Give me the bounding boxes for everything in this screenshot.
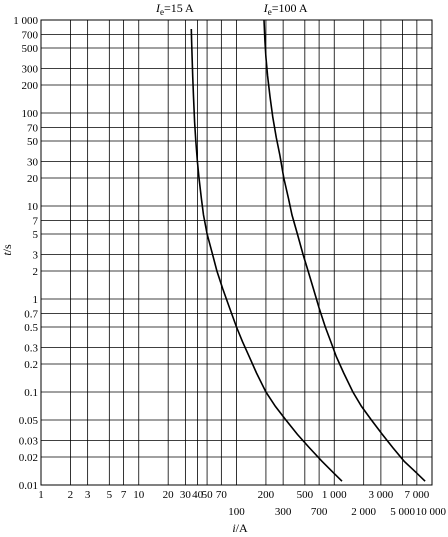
y-tick-label: 0.2	[24, 359, 38, 371]
y-tick-label: 3	[33, 250, 39, 262]
y-tick-label: 1	[33, 294, 39, 306]
x-tick-label: 200	[258, 489, 275, 501]
y-tick-label: 100	[22, 108, 39, 120]
x-tick-label: 3	[85, 489, 91, 501]
y-tick-label: 0.5	[24, 322, 38, 334]
y-tick-label: 0.03	[19, 436, 39, 448]
x-tick-label: 700	[311, 506, 328, 518]
x-tick-label: 3 000	[369, 489, 394, 501]
y-tick-label: 1 000	[13, 15, 38, 27]
y-tick-label: 7	[33, 215, 39, 227]
x-tick-label: 5 000	[390, 506, 415, 518]
series-group	[190, 19, 426, 482]
y-tick-label: 700	[22, 29, 39, 41]
y-tick-label: 50	[27, 136, 39, 148]
grid	[40, 19, 433, 486]
y-tick-label: 0.05	[19, 415, 39, 427]
x-tick-label: 40	[192, 489, 204, 501]
series-label-1: Ie=15 A	[155, 1, 194, 17]
y-tick-label: 0.3	[24, 343, 38, 355]
y-tick-label: 70	[27, 122, 39, 134]
y-tick-label: 0.7	[24, 308, 38, 320]
x-tick-label: 1 000	[322, 489, 347, 501]
x-tick-label: 10 000	[416, 506, 447, 518]
series-line-2	[263, 19, 426, 482]
y-tick-label: 30	[27, 157, 39, 169]
y-tick-label: 200	[22, 80, 39, 92]
x-tick-label: 300	[275, 506, 292, 518]
series-labels: Ie=15 A Ie=100 A	[155, 1, 308, 17]
x-tick-label: 2	[68, 489, 74, 501]
y-tick-label: 0.1	[24, 387, 38, 399]
y-axis-title: t/s	[0, 244, 14, 256]
x-tick-label: 70	[216, 489, 228, 501]
series-line-1	[190, 28, 343, 482]
x-tick-label: 10	[133, 489, 145, 501]
x-axis-title-unit: /A	[236, 521, 248, 535]
y-tick-label: 300	[22, 64, 39, 76]
x-tick-label: 2 000	[351, 506, 376, 518]
y-tick-label: 5	[33, 229, 39, 241]
y-tick-label: 0.02	[19, 452, 38, 464]
y-tick-label: 20	[27, 173, 39, 185]
y-tick-labels: 1 000 700 500 300 200 100 70 50 30 20 10 7 5 3 2 1 0.7 0.…	[13, 15, 38, 492]
y-axis-title-var: t	[0, 252, 14, 256]
x-tick-label: 50	[202, 489, 214, 501]
y-tick-label: 10	[27, 201, 39, 213]
y-axis-title-unit: /s	[0, 244, 14, 252]
x-tick-label: 5	[107, 489, 113, 501]
x-tick-label: 7 000	[404, 489, 429, 501]
x-tick-label: 100	[228, 506, 245, 518]
plot-frame	[40, 19, 433, 486]
x-tick-label: 7	[121, 489, 127, 501]
x-tick-label: 20	[163, 489, 175, 501]
y-tick-label: 500	[22, 43, 39, 55]
x-axis-title-var: i	[232, 521, 235, 535]
x-axis-title: i/A	[232, 521, 248, 535]
x-tick-label: 500	[297, 489, 314, 501]
series-label-2: Ie=100 A	[263, 1, 308, 17]
y-tick-label: 2	[33, 266, 39, 278]
x-tick-label: 1	[38, 489, 44, 501]
x-tick-label: 30	[180, 489, 192, 501]
y-tick-label: 0.01	[19, 480, 38, 492]
